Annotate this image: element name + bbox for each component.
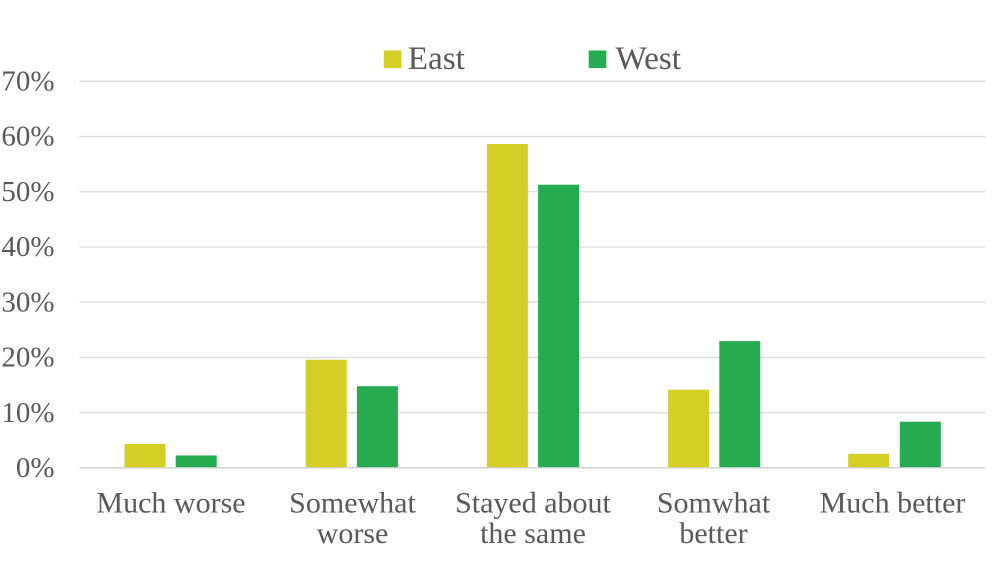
svg-text:60%: 60% [1, 121, 54, 153]
svg-text:better: better [679, 517, 747, 550]
svg-text:20%: 20% [1, 342, 54, 374]
svg-text:70%: 70% [1, 65, 54, 97]
svg-text:Stayed about: Stayed about [455, 487, 611, 520]
svg-text:0%: 0% [16, 452, 55, 484]
svg-text:40%: 40% [1, 231, 54, 263]
svg-text:30%: 30% [1, 286, 54, 318]
svg-text:the same: the same [480, 517, 586, 550]
svg-text:West: West [616, 40, 682, 77]
svg-text:10%: 10% [1, 397, 54, 429]
svg-text:Much better: Much better [820, 487, 966, 520]
svg-text:Somwhat: Somwhat [657, 487, 771, 520]
svg-text:East: East [408, 40, 466, 77]
svg-text:50%: 50% [1, 176, 54, 208]
svg-text:Somewhat: Somewhat [289, 487, 416, 520]
svg-text:Much worse: Much worse [96, 487, 245, 520]
svg-text:worse: worse [317, 517, 389, 550]
